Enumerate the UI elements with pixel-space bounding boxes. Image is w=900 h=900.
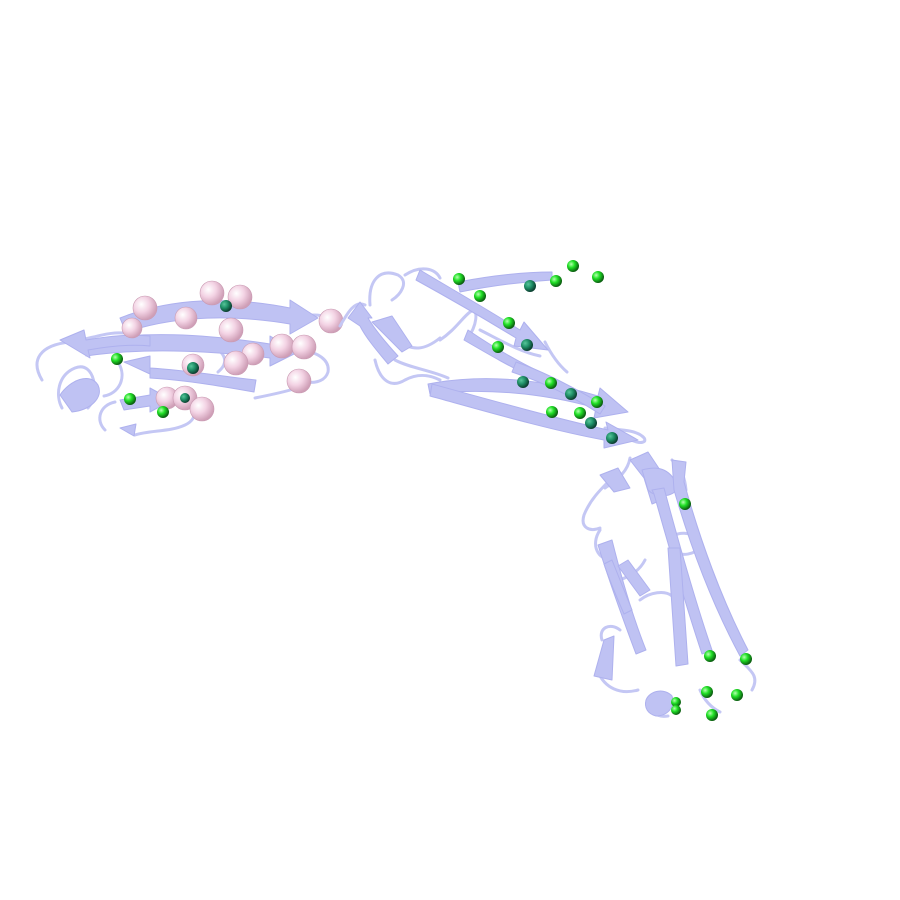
green-atom xyxy=(474,290,486,302)
pink-atom xyxy=(227,284,253,310)
pink-atom xyxy=(174,306,198,330)
pink-atom xyxy=(291,334,317,360)
beta-strand xyxy=(599,467,631,493)
green-atom xyxy=(124,393,136,405)
pink-atom xyxy=(132,295,158,321)
pink-atom xyxy=(189,396,215,422)
green-atom xyxy=(503,317,515,329)
green-atom xyxy=(517,376,529,388)
beta-strand xyxy=(119,423,137,437)
green-atom xyxy=(453,273,465,285)
green-atom-group xyxy=(111,260,752,721)
green-atom xyxy=(157,406,169,418)
beta-strand xyxy=(347,301,399,365)
pink-atom xyxy=(286,368,312,394)
beta-strand xyxy=(645,690,674,717)
pink-atom xyxy=(269,333,295,359)
green-atom xyxy=(565,388,577,400)
pink-atom xyxy=(218,317,244,343)
beta-strand xyxy=(427,378,629,419)
green-atom xyxy=(704,650,716,662)
green-atom xyxy=(492,341,504,353)
green-atom xyxy=(679,498,691,510)
beta-strand xyxy=(511,361,606,415)
green-atom xyxy=(574,407,586,419)
beta-strand xyxy=(671,459,749,657)
green-atom xyxy=(740,653,752,665)
green-atom xyxy=(567,260,579,272)
pink-atom xyxy=(318,308,344,334)
green-atom xyxy=(546,406,558,418)
beta-strand xyxy=(617,559,651,597)
green-atom xyxy=(701,686,713,698)
green-atom xyxy=(180,393,190,403)
beta-strand xyxy=(593,635,615,681)
beta-strand xyxy=(371,315,413,353)
lower-domain xyxy=(581,451,757,718)
green-atom xyxy=(521,339,533,351)
green-atom xyxy=(187,362,199,374)
beta-strand xyxy=(119,299,319,335)
green-atom xyxy=(524,280,536,292)
pink-atom xyxy=(223,350,249,376)
green-atom xyxy=(545,377,557,389)
green-atom xyxy=(585,417,597,429)
beta-strand xyxy=(429,383,639,449)
middle-domain xyxy=(338,267,647,449)
beta-strand xyxy=(667,547,689,667)
pink-atom xyxy=(199,280,225,306)
pink-atom-group xyxy=(121,280,344,422)
green-atom xyxy=(220,300,232,312)
pink-atom xyxy=(121,317,143,339)
green-atom xyxy=(592,271,604,283)
green-atom xyxy=(671,705,681,715)
beta-strand xyxy=(603,559,633,615)
green-atom xyxy=(591,396,603,408)
green-atom xyxy=(550,275,562,287)
green-atom xyxy=(706,709,718,721)
beta-strand xyxy=(59,377,100,413)
green-atom xyxy=(731,689,743,701)
green-atom xyxy=(671,697,681,707)
beta-strand xyxy=(457,271,553,293)
green-atom xyxy=(606,432,618,444)
green-atom xyxy=(111,353,123,365)
